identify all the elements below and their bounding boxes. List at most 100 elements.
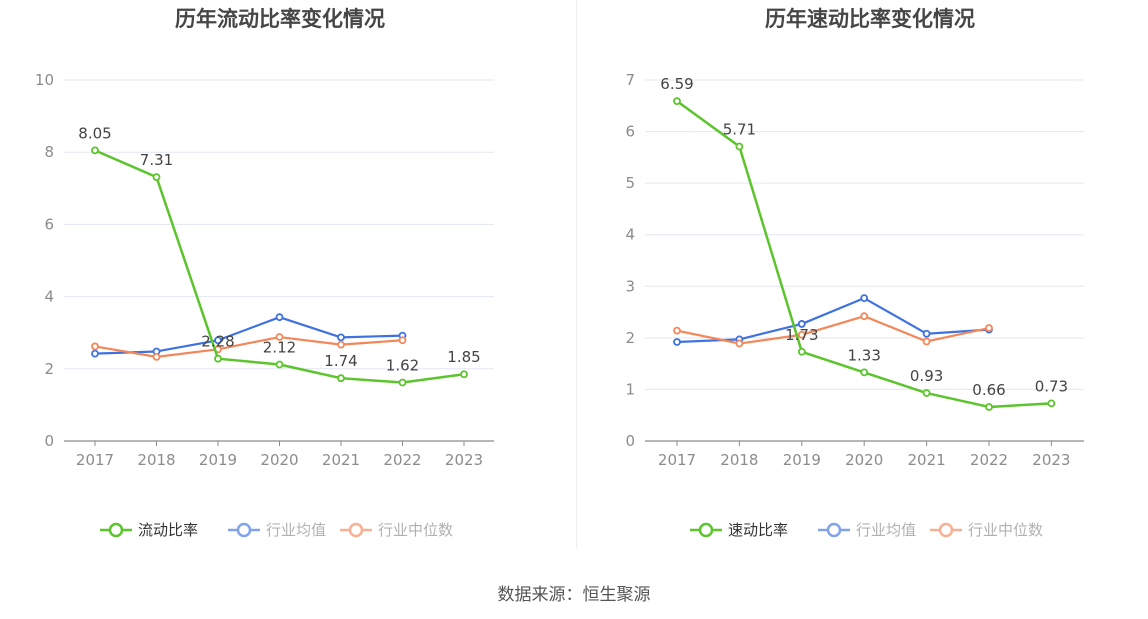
data-point bbox=[152, 352, 161, 361]
legend-item: 流动比率 bbox=[100, 521, 198, 539]
legend-item: 行业均值 bbox=[818, 521, 916, 539]
data-point bbox=[922, 337, 931, 346]
legend-marker-icon bbox=[108, 522, 124, 538]
legend-label: 速动比率 bbox=[728, 521, 788, 539]
x-tick-label: 2017 bbox=[76, 451, 114, 469]
data-point bbox=[985, 403, 993, 411]
data-point bbox=[860, 294, 869, 303]
legend-item: 行业中位数 bbox=[340, 521, 453, 539]
legend-marker-icon bbox=[236, 522, 252, 538]
y-tick-label: 4 bbox=[625, 226, 635, 244]
chart-divider bbox=[576, 0, 577, 548]
y-tick-label: 10 bbox=[35, 71, 54, 89]
data-point bbox=[797, 330, 806, 339]
data-label: 2.12 bbox=[263, 338, 296, 356]
legend-label: 行业中位数 bbox=[378, 521, 453, 539]
data-label: 1.74 bbox=[324, 352, 357, 370]
y-tick-label: 8 bbox=[44, 143, 54, 161]
y-tick-label: 3 bbox=[625, 277, 635, 295]
legend-item: 行业均值 bbox=[228, 521, 326, 539]
data-point bbox=[735, 142, 744, 151]
data-label: 6.59 bbox=[660, 75, 693, 93]
data-source-note: 数据来源：恒生聚源 bbox=[497, 585, 651, 605]
x-tick-label: 2018 bbox=[137, 451, 175, 469]
data-point bbox=[398, 336, 407, 345]
data-point bbox=[398, 378, 407, 387]
y-tick-label: 2 bbox=[44, 360, 54, 378]
y-tick-label: 0 bbox=[44, 432, 54, 450]
data-point bbox=[860, 368, 869, 377]
data-point bbox=[337, 340, 345, 349]
data-label: 0.66 bbox=[972, 381, 1005, 399]
y-tick-label: 5 bbox=[625, 174, 635, 192]
x-tick-label: 2018 bbox=[720, 451, 758, 469]
y-tick-label: 0 bbox=[625, 432, 635, 450]
data-point bbox=[922, 329, 931, 338]
y-tick-label: 4 bbox=[44, 288, 54, 306]
legend-label: 行业均值 bbox=[266, 521, 326, 539]
x-tick-label: 2020 bbox=[260, 451, 298, 469]
data-point bbox=[275, 333, 284, 341]
data-label: 0.73 bbox=[1035, 377, 1068, 395]
data-point bbox=[91, 342, 99, 351]
data-point bbox=[337, 374, 345, 383]
data-point bbox=[922, 389, 931, 397]
data-point bbox=[797, 347, 806, 356]
data-label: 1.73 bbox=[785, 326, 818, 344]
legend-item: 行业中位数 bbox=[930, 521, 1043, 539]
data-label: 5.71 bbox=[723, 121, 756, 139]
data-point bbox=[673, 97, 681, 106]
data-point bbox=[735, 339, 744, 348]
chart-2: 历年速动比率变化情况 0 1 2 3 4 5 6 7 2017 2018 2019 2020 2021 20… bbox=[625, 7, 1084, 539]
legend-label: 流动比率 bbox=[138, 521, 198, 539]
data-point bbox=[860, 312, 869, 321]
data-point bbox=[152, 173, 161, 182]
legend-marker-icon bbox=[698, 522, 714, 538]
x-tick-label: 2017 bbox=[658, 451, 696, 469]
y-tick-label: 1 bbox=[625, 380, 635, 398]
data-point bbox=[214, 336, 222, 345]
x-tick-label: 2021 bbox=[908, 451, 946, 469]
data-point bbox=[275, 313, 284, 322]
chart-title: 历年流动比率变化情况 bbox=[175, 7, 385, 31]
legend-label: 行业中位数 bbox=[968, 521, 1043, 539]
x-tick-label: 2019 bbox=[199, 451, 237, 469]
legend-marker-icon bbox=[348, 522, 364, 538]
data-point bbox=[214, 354, 222, 363]
data-point bbox=[673, 338, 681, 346]
y-tick-label: 6 bbox=[44, 215, 54, 233]
data-label: 1.33 bbox=[847, 346, 880, 364]
data-label: 1.85 bbox=[447, 348, 480, 366]
series-line-行业均值 bbox=[676, 297, 990, 344]
data-label: 7.31 bbox=[140, 151, 173, 169]
data-label: 2.28 bbox=[201, 333, 234, 351]
series-line-行业中位数 bbox=[94, 335, 403, 358]
data-label: 0.93 bbox=[910, 367, 943, 385]
data-point bbox=[91, 146, 99, 155]
chart-1: 历年流动比率变化情况 0 2 4 6 8 10 2017 2018 2019 2020 2021 202… bbox=[35, 7, 494, 539]
x-tick-label: 2023 bbox=[1032, 451, 1070, 469]
data-label: 8.05 bbox=[78, 124, 111, 142]
data-point bbox=[337, 333, 345, 342]
x-tick-label: 2023 bbox=[445, 451, 483, 469]
data-point bbox=[1047, 399, 1056, 408]
data-point bbox=[673, 326, 681, 335]
data-point bbox=[91, 349, 99, 358]
legend-item: 速动比率 bbox=[690, 521, 788, 539]
y-tick-label: 6 bbox=[625, 123, 635, 141]
legend-label: 行业均值 bbox=[856, 521, 916, 539]
legend-marker-icon bbox=[938, 522, 954, 538]
chart-title: 历年速动比率变化情况 bbox=[765, 7, 975, 31]
y-tick-label: 2 bbox=[625, 329, 635, 347]
y-tick-label: 7 bbox=[625, 71, 635, 89]
data-point bbox=[275, 360, 284, 369]
x-tick-label: 2019 bbox=[783, 451, 821, 469]
series-line-行业均值 bbox=[94, 316, 403, 355]
x-tick-label: 2021 bbox=[322, 451, 360, 469]
series-line-行业中位数 bbox=[676, 315, 990, 345]
data-point bbox=[985, 324, 993, 332]
data-point bbox=[460, 370, 468, 379]
x-tick-label: 2022 bbox=[970, 451, 1008, 469]
data-point bbox=[797, 320, 806, 328]
